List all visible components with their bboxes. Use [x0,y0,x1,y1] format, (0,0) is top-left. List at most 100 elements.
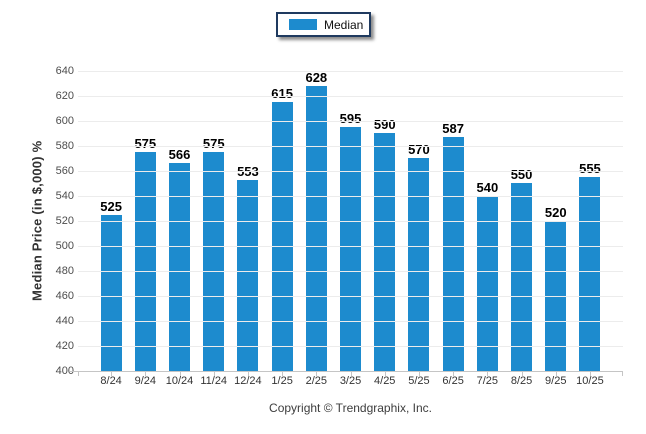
bar-value-label: 575 [202,136,225,151]
category-tick [316,372,317,376]
y-tick-label: 600 [55,115,74,127]
bar-value-label: 525 [100,199,122,214]
gridline [78,296,623,297]
bar [408,158,430,371]
bar [271,102,293,371]
x-axis-tick-labels: 8/24 9/24 10/24 11/24 12/24 1/25 2/25 3/25 4/25 5… [94,375,607,387]
x-axis-line [70,371,623,372]
bar-value-label: 615 [271,86,293,101]
bar [305,86,327,371]
bar [340,127,362,371]
bar-value-label: 566 [168,147,191,162]
bar [442,137,464,371]
y-tick-label: 420 [55,340,74,352]
gridline [78,71,623,72]
category-tick [556,372,557,376]
category-tick [522,372,523,376]
bar-value-label: 540 [476,180,499,195]
legend: Median [276,12,371,37]
bar-group-10-24: 566 [162,71,196,371]
bar [100,215,122,371]
bar [511,183,533,371]
bar [237,180,259,371]
x-tick-label: 3/25 [339,375,362,387]
bar [374,133,396,371]
gridline [78,221,623,222]
bar-group-7-25: 540 [470,71,504,371]
gridline [78,121,623,122]
y-tick-label: 520 [55,215,74,227]
x-tick-label: 11/24 [200,375,228,387]
y-tick-label: 560 [55,165,74,177]
x-tick-label: 7/25 [476,375,499,387]
x-tick-label: 12/24 [234,375,262,387]
category-tick [419,372,420,376]
legend-label-median: Median [324,17,364,32]
category-tick [453,372,454,376]
x-tick-label: 1/25 [271,375,293,387]
x-tick-label: 9/25 [545,375,567,387]
bar [203,152,225,371]
gridline [78,321,623,322]
bars-container: 525 575 566 575 553 615 628 595 590 570 587 540 550 5… [94,71,607,371]
y-tick-label: 620 [55,90,74,102]
y-tick-label: 540 [55,190,74,202]
x-tick-label: 8/25 [510,375,533,387]
bar [579,177,601,371]
y-tick-label: 500 [55,240,74,252]
y-tick-label: 400 [55,365,74,377]
category-tick [487,372,488,376]
x-tick-label: 2/25 [305,375,328,387]
gridline [78,96,623,97]
bar-value-label: 628 [305,70,328,85]
category-tick [180,372,181,376]
x-tick-label: 8/24 [100,375,122,387]
y-tick-label: 480 [55,265,74,277]
x-tick-label: 4/25 [374,375,396,387]
y-tick-label: 640 [55,65,74,77]
bar [134,152,156,371]
plot-area: 525 575 566 575 553 615 628 595 590 570 587 540 550 5… [70,71,623,376]
category-tick [111,372,112,376]
bar-value-label: 587 [442,121,464,136]
bar [169,163,190,371]
category-tick [145,372,146,376]
bar-value-label: 555 [579,161,601,176]
x-tick-label: 10/25 [576,375,604,387]
legend-swatch-median [289,19,317,30]
category-tick [214,372,215,376]
copyright-text: Copyright © Trendgraphix, Inc. [269,401,432,415]
x-tick-label: 6/25 [442,375,464,387]
y-tick-label: 580 [55,140,74,152]
y-axis-tick-labels: 400 420 440 460 480 500 520 540 560 580 600 620 640 [0,65,74,377]
gridline [78,246,623,247]
bar-value-label: 520 [544,205,567,220]
axis-end-tick [622,372,623,376]
axis-end-tick [78,372,79,376]
bar-group-6-25: 587 [436,71,470,371]
bar-value-label: 575 [134,136,157,151]
bar-value-label: 550 [510,167,533,182]
category-tick [282,372,283,376]
x-tick-label: 10/24 [165,375,194,387]
gridline [78,146,623,147]
category-tick [248,372,249,376]
gridline [78,346,623,347]
bar-value-label: 590 [373,117,396,132]
category-tick [351,372,352,376]
x-tick-label: 9/24 [134,375,157,387]
y-tick-label: 460 [55,290,74,302]
gridline [78,171,623,172]
y-tick-label: 440 [55,315,74,327]
bar-group-8-24: 525 [94,71,128,371]
gridline [78,271,623,272]
bar-value-label: 595 [339,111,362,126]
category-tick [590,372,591,376]
bar-value-label: 570 [408,142,430,157]
gridline [78,196,623,197]
bar-group-2-25: 628 [299,71,333,371]
bar [476,196,498,371]
x-tick-label: 5/25 [408,375,430,387]
category-tick [385,372,386,376]
